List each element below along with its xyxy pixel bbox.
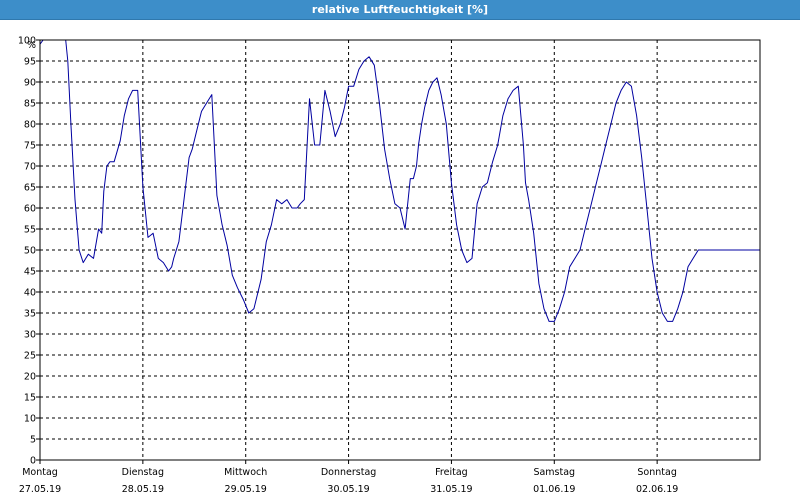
y-tick-label: 15 bbox=[24, 393, 36, 404]
y-tick-label: 35 bbox=[24, 309, 36, 320]
y-tick-label: 0 bbox=[30, 456, 36, 467]
y-tick-label: 40 bbox=[24, 288, 36, 299]
humidity-chart: 0 5 10 15 20 25 30 35 40 45 50 55 60 65 70 75 80 85 90 95 10… bbox=[18, 36, 761, 496]
x-tick-label-date: 28.05.19 bbox=[122, 484, 164, 495]
y-tick-label: 90 bbox=[24, 78, 36, 89]
x-tick-label-date: 29.05.19 bbox=[225, 484, 267, 495]
axis-layer bbox=[36, 39, 658, 464]
series-line bbox=[39, 39, 760, 322]
y-tick-label: 80 bbox=[24, 120, 36, 131]
x-tick-label-day: Donnerstag bbox=[321, 467, 376, 478]
x-tick-label-date: 31.05.19 bbox=[430, 484, 472, 495]
chart-title: relative Luftfeuchtigkeit [%] bbox=[311, 3, 489, 16]
y-tick-label: 45 bbox=[24, 267, 36, 278]
x-tick-label-day: Montag bbox=[22, 467, 58, 478]
y-tick-label: 5 bbox=[30, 435, 36, 446]
y-tick-label: 100 bbox=[18, 36, 36, 47]
y-tick-label: 55 bbox=[24, 225, 36, 236]
y-tick-label: 95 bbox=[24, 57, 36, 68]
y-tick-label: 75 bbox=[24, 141, 36, 152]
y-tick-label: 10 bbox=[24, 414, 36, 425]
x-tick-label-day: Samstag bbox=[533, 467, 575, 478]
y-axis-label: % bbox=[27, 40, 36, 51]
x-tick-label-day: Sonntag bbox=[637, 467, 676, 478]
y-tick-label: 20 bbox=[24, 372, 36, 383]
grid-layer bbox=[40, 40, 760, 460]
y-tick-label: 25 bbox=[24, 351, 36, 362]
y-tick-label: 85 bbox=[24, 99, 36, 110]
x-tick-label-day: Dienstag bbox=[122, 467, 164, 478]
y-tick-label: 60 bbox=[24, 204, 36, 215]
x-tick-label-day: Mittwoch bbox=[224, 467, 267, 478]
series-layer bbox=[39, 39, 760, 322]
x-tick-label-date: 01.06.19 bbox=[533, 484, 575, 495]
x-tick-label-day: Freitag bbox=[435, 467, 468, 478]
tick-label-layer: 0 5 10 15 20 25 30 35 40 45 50 55 60 65 70 75 80 85 90 95 10… bbox=[18, 36, 678, 496]
title-bar: relative Luftfeuchtigkeit [%] bbox=[0, 0, 800, 20]
x-tick-label-date: 30.05.19 bbox=[327, 484, 369, 495]
x-tick-label-date: 02.06.19 bbox=[636, 484, 678, 495]
y-tick-label: 50 bbox=[24, 246, 36, 257]
x-tick-label-date: 27.05.19 bbox=[19, 484, 61, 495]
y-tick-label: 65 bbox=[24, 183, 36, 194]
y-tick-label: 70 bbox=[24, 162, 36, 173]
plot-frame bbox=[39, 39, 761, 461]
y-tick-label: 30 bbox=[24, 330, 36, 341]
